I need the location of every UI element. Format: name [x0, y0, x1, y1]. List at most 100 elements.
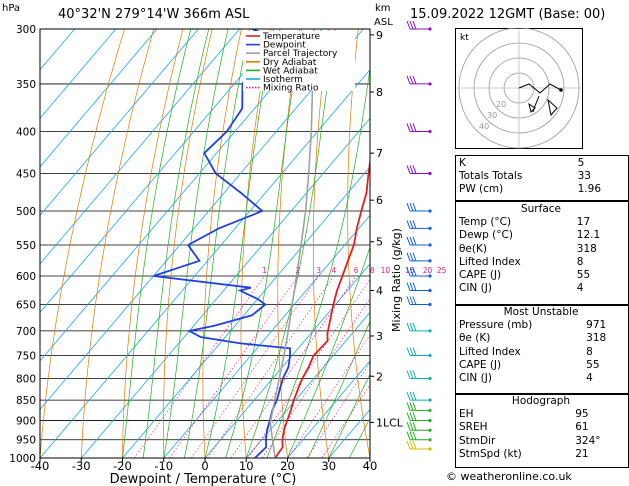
- mixing-ratio-label: 4: [331, 266, 336, 275]
- temp-tick-label: -40: [31, 459, 50, 473]
- temp-tick-label: 30: [321, 459, 336, 473]
- km-tick-label: 3: [376, 330, 383, 343]
- legend-entry: Temperature: [262, 32, 320, 42]
- storm-motion-marker: [528, 102, 536, 113]
- isotherm: [40, 29, 158, 168]
- isotherm: [245, 311, 370, 458]
- pressure-tick-label: 650: [16, 300, 36, 312]
- pressure-tick-label: 850: [16, 395, 36, 407]
- series-parcel-trajectory: [269, 29, 315, 458]
- dry-adiabat: [445, 29, 451, 458]
- mixing-ratio-label: 8: [370, 266, 375, 275]
- isotherm: [40, 69, 370, 458]
- series-temperature: [274, 155, 370, 458]
- wind-barb-point: [428, 447, 432, 451]
- surface-title: Surface: [520, 203, 561, 216]
- wind-barb-flag: [409, 220, 414, 229]
- wind-barb-flag: [412, 347, 417, 356]
- wind-barb-flag: [406, 347, 411, 356]
- index-row: PW (cm) 1.96: [459, 183, 602, 196]
- asl-unit-label: ASL: [374, 17, 393, 28]
- mixing-ratio-label: 10: [381, 266, 391, 275]
- hodo-ring-label: 40: [479, 122, 489, 131]
- isotherm: [40, 29, 282, 313]
- wind-barb-flag: [412, 296, 417, 305]
- station-title: 40°32'N 279°14'W 366m ASL: [58, 7, 250, 22]
- wind-barb-point: [428, 243, 432, 247]
- temp-tick-label: 20: [280, 459, 295, 473]
- wind-barb-flag: [412, 20, 417, 30]
- hodo-row: StmSpd (kt) 21: [459, 447, 589, 460]
- hodograph-table: Hodograph EH 95 SREH 61 StmDir 324° StmSpd …: [456, 395, 626, 461]
- surface-row: Lifted Index 8: [459, 255, 584, 268]
- mixing-ratio-line: [306, 361, 370, 458]
- legend-entry: Mixing Ratio: [263, 84, 319, 94]
- mixing-ratio-line: [321, 384, 370, 458]
- wind-barb-flag: [406, 422, 411, 431]
- wind-barb-flag: [412, 123, 417, 132]
- pressure-tick-label: 450: [16, 168, 36, 180]
- wind-barb-flag: [409, 322, 414, 332]
- pressure-tick-label: 500: [16, 206, 36, 218]
- isotherm: [40, 29, 75, 71]
- wind-barb-flag: [409, 20, 414, 30]
- skewt-chart: 3003504004505005506006507007508008509009…: [9, 20, 451, 486]
- wind-barb-flag: [409, 402, 414, 411]
- wind-barb-flag: [409, 391, 414, 401]
- temp-tick-label: -20: [113, 459, 132, 473]
- wind-barb-flag: [406, 236, 411, 246]
- wind-barb-flag: [409, 202, 414, 212]
- wind-barb-point: [428, 353, 432, 358]
- mu-row: CAPE (J) 55: [459, 358, 600, 371]
- wind-barb-point: [428, 376, 432, 381]
- legend-entry: Dewpoint: [263, 41, 306, 51]
- dry-adiabat: [240, 29, 272, 458]
- hodograph-point: [559, 88, 563, 92]
- wind-barb-flag: [406, 20, 411, 30]
- hodograph: kt 40 30 20: [455, 28, 583, 149]
- wind-barb-flag: [412, 267, 417, 277]
- dry-adiabat: [413, 29, 450, 458]
- wind-barb-flag: [412, 252, 417, 261]
- isotherm: [411, 29, 450, 458]
- wind-barb-flag: [406, 220, 411, 229]
- mixing-ratio-line: [207, 275, 335, 458]
- hodo-row: EH 95: [459, 408, 589, 421]
- mu-row: θe (K) 318: [459, 332, 607, 345]
- wind-barb-flag: [406, 252, 411, 261]
- pressure-tick-label: 900: [16, 415, 36, 427]
- wind-barb-point: [428, 129, 432, 134]
- wind-barb-point: [428, 82, 432, 86]
- legend-entry: Wet Adiabat: [263, 66, 318, 76]
- mixing-ratio-label: 25: [437, 266, 447, 275]
- wind-barb-flag: [409, 412, 414, 421]
- isotherm: [40, 29, 364, 411]
- temp-tick-label: -30: [72, 459, 91, 473]
- isotherm: [122, 166, 370, 458]
- wind-barb-flag: [409, 422, 414, 431]
- pressure-tick-label: 400: [16, 127, 36, 139]
- dry-adiabat: [122, 29, 184, 458]
- km-tick-label: 9: [376, 29, 383, 42]
- wind-barb-flag: [406, 202, 411, 212]
- legend-entry: Dry Adiabat: [263, 58, 317, 68]
- isotherm: [40, 29, 117, 119]
- wind-barb-flag: [412, 165, 417, 174]
- x-axis-title: Dewpoint / Temperature (°C): [110, 472, 297, 486]
- wind-barb-flag: [409, 370, 414, 379]
- surface-row: Dewp (°C) 12.1: [459, 229, 601, 242]
- wind-barb-flag: [412, 402, 417, 411]
- wind-barb-flag: [412, 431, 417, 440]
- mu-row: CIN (J) 4: [459, 372, 593, 385]
- dry-adiabat: [312, 29, 330, 458]
- hodo-row: StmDir 324°: [459, 434, 601, 447]
- wind-barb-flag: [406, 267, 411, 277]
- wind-barb-flag: [409, 252, 414, 261]
- wind-barb-flag: [409, 282, 414, 291]
- pressure-tick-label: 550: [16, 240, 36, 252]
- wind-barb-point: [428, 171, 432, 176]
- mixing-ratio-label: 1: [262, 266, 267, 275]
- y-axis-title: Mixing Ratio (g/kg): [390, 228, 403, 332]
